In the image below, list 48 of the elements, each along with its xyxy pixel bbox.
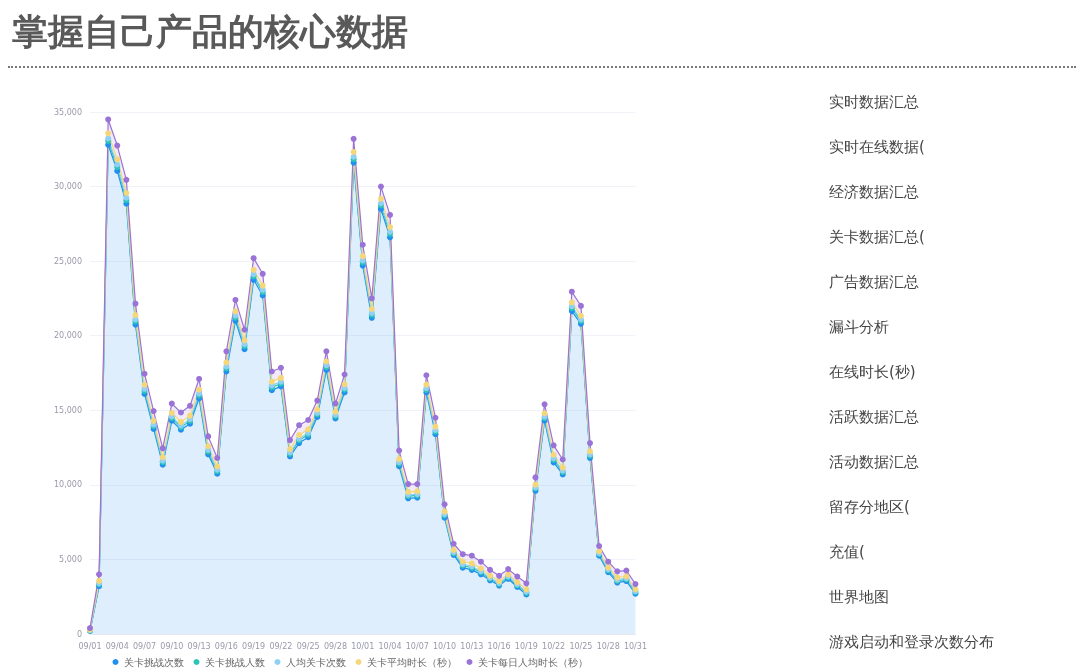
x-tick-label: 09/01 <box>78 641 102 651</box>
x-tick-label: 09/07 <box>133 641 157 651</box>
legend-label: 关卡平均时长（秒） <box>366 656 457 668</box>
text: 游戏启动和登录次数分布 <box>828 632 995 653</box>
y-tick-label: 30,000 <box>54 182 82 192</box>
text: 留存分地区( <box>828 497 911 518</box>
text: 关卡数据汇总( <box>828 227 926 248</box>
x-tick-label: 09/04 <box>105 641 129 651</box>
x-tick-label: 09/28 <box>323 641 347 651</box>
x-tick-label: 09/10 <box>160 641 184 651</box>
legend-label: 人均关卡次数 <box>285 656 346 668</box>
x-tick-label: 10/22 <box>542 641 566 651</box>
y-tick-label: 35,000 <box>54 107 82 117</box>
x-tick-label: 10/19 <box>514 641 538 651</box>
text: 漏斗分析 <box>828 317 890 338</box>
x-tick-label: 09/25 <box>296 641 320 651</box>
x-tick-label: 10/28 <box>596 641 620 651</box>
y-tick-label: 0 <box>76 629 82 639</box>
y-tick-label: 10,000 <box>54 480 82 490</box>
text: 活动数据汇总 <box>828 452 920 473</box>
y-tick-label: 15,000 <box>54 405 82 415</box>
y-tick-label: 20,000 <box>54 331 82 341</box>
y-tick-label: 25,000 <box>54 256 82 266</box>
x-tick-label: 09/19 <box>242 641 266 651</box>
x-tick-label: 09/16 <box>214 641 238 651</box>
x-tick-label: 10/04 <box>378 641 402 651</box>
x-tick-label: 10/13 <box>460 641 484 651</box>
x-tick-label: 10/25 <box>569 641 593 651</box>
text: 实时在线数据( <box>828 137 926 158</box>
text: 充值( <box>828 542 866 563</box>
chart-title: 掌握自己产品的核心数据 <box>12 10 408 54</box>
x-tick-label: 10/16 <box>487 641 511 651</box>
x-tick-label: 10/31 <box>623 641 647 651</box>
x-tick-label: 10/07 <box>405 641 429 651</box>
text: 活跃数据汇总 <box>828 407 920 428</box>
x-tick-label: 09/13 <box>187 641 211 651</box>
text: 实时数据汇总 <box>828 92 920 113</box>
y-tick-label: 5,000 <box>59 554 82 564</box>
legend-label: 关卡挑战人数 <box>204 656 265 668</box>
text: 经济数据汇总 <box>828 182 920 203</box>
x-tick-label: 09/22 <box>269 641 293 651</box>
x-tick-label: 10/01 <box>351 641 375 651</box>
legend-label: 关卡每日人均时长（秒） <box>477 656 588 668</box>
x-tick-label: 10/10 <box>433 641 457 651</box>
text: 广告数据汇总 <box>828 272 920 293</box>
text: 在线时长(秒) <box>828 362 917 383</box>
text: 世界地图 <box>828 587 890 608</box>
legend-label: 关卡挑战次数 <box>123 656 184 668</box>
